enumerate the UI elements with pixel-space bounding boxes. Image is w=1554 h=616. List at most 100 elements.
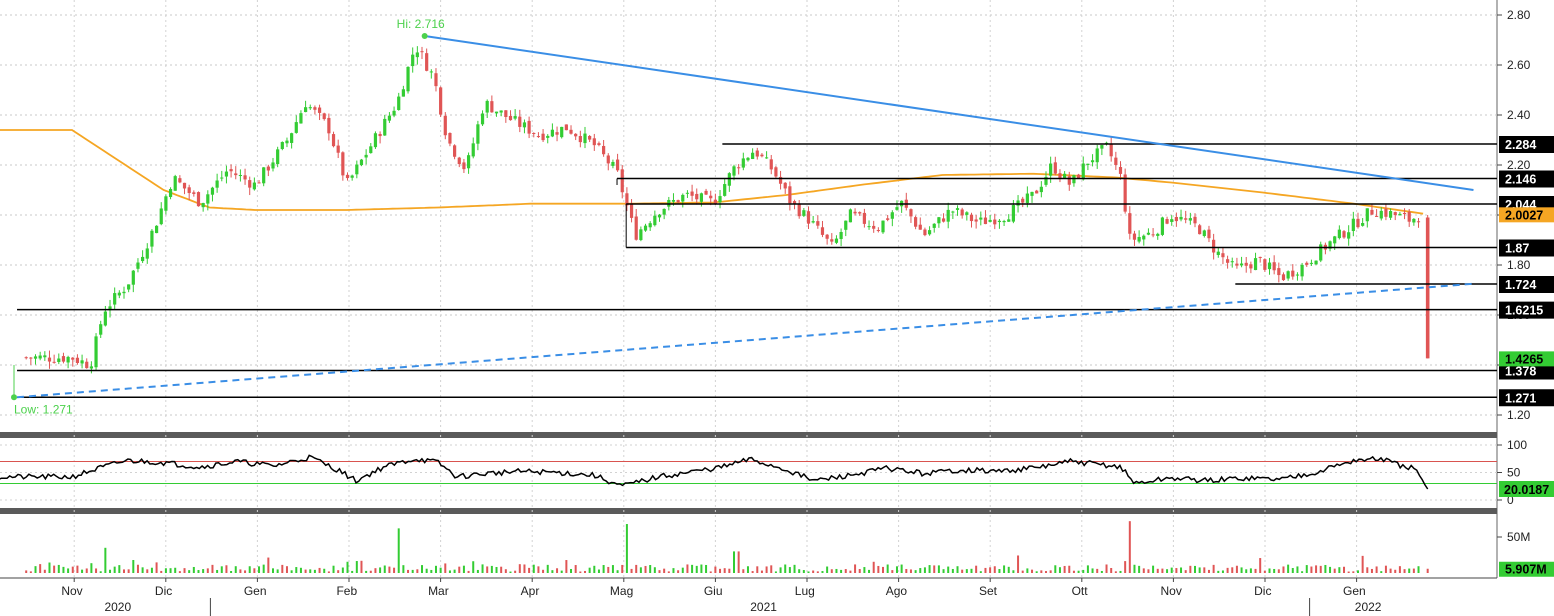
volume-bar-down: [1263, 570, 1266, 573]
candle-down: [634, 216, 638, 240]
volume-bar-up: [560, 570, 563, 573]
level-tag: 2.146: [1499, 170, 1554, 188]
candle-up: [159, 208, 163, 225]
volume-bar-down: [1352, 571, 1355, 573]
volume-bar-up: [802, 570, 805, 573]
candle-down: [1393, 212, 1397, 216]
candle-up: [113, 293, 117, 305]
panel-splitter-volume[interactable]: [0, 508, 1497, 514]
volume-bar-down: [1110, 567, 1113, 573]
volume-bar-down: [1231, 567, 1234, 573]
axis-layer: 2.802.602.402.202.001.801.601.401.202.28…: [0, 8, 1554, 616]
candle-down: [918, 224, 922, 230]
volume-bar-up: [1245, 569, 1248, 573]
volume-bar-down: [1161, 568, 1164, 573]
volume-bar-down: [327, 571, 330, 573]
candle-up: [1100, 145, 1104, 149]
volume-bar-down: [583, 570, 586, 573]
volume-bar-down: [844, 569, 847, 573]
volume-bar-down: [1343, 566, 1346, 573]
candle-up: [369, 146, 373, 154]
volume-bar-up: [1082, 569, 1085, 573]
level-tag: 1.6215: [1499, 301, 1554, 319]
volume-bar-down: [858, 569, 861, 573]
volume-bar-up: [979, 571, 982, 573]
rsi-line: [0, 454, 1429, 490]
candle-up: [741, 158, 745, 168]
volume-bar-down: [1207, 569, 1210, 573]
panel-splitter-rsi[interactable]: [0, 432, 1497, 438]
volume-bar-up: [439, 567, 442, 573]
month-label: Lug: [795, 584, 815, 598]
candle-up: [997, 220, 1002, 223]
candle-down: [797, 204, 801, 217]
volume-bar-down: [607, 566, 610, 573]
candle-down: [178, 178, 182, 183]
candle-up: [224, 171, 229, 177]
volume-bar-down: [458, 566, 461, 573]
candle-down: [1118, 166, 1123, 174]
candle-up: [1309, 262, 1314, 264]
volume-bar-down: [1347, 571, 1350, 573]
volume-bar-up: [192, 566, 195, 573]
volume-bar-down: [25, 570, 28, 573]
candle-up: [1156, 233, 1160, 236]
volume-value-box: [1499, 561, 1554, 577]
level-tag-label: 2.284: [1505, 138, 1536, 152]
candle-up: [681, 194, 685, 202]
candle-down: [1128, 213, 1132, 234]
volume-bar-down: [528, 567, 531, 573]
volume-bar-up: [299, 567, 302, 573]
low-label: Low: 1.271: [14, 402, 73, 416]
volume-bar-down: [1017, 555, 1020, 573]
month-label: Feb: [336, 584, 357, 598]
candle-up: [1300, 264, 1304, 277]
candle-up: [1081, 163, 1085, 180]
candle-up: [122, 291, 126, 294]
volume-bar-down: [723, 568, 726, 573]
level-tag-box: [1499, 389, 1554, 407]
candle-down: [858, 212, 862, 214]
candle-down: [941, 218, 946, 222]
level-tag: 1.271: [1499, 389, 1554, 407]
candle-down: [1291, 270, 1295, 277]
volume-bar-down: [225, 565, 228, 573]
year-label: 2022: [1355, 600, 1382, 614]
candle-up: [732, 166, 736, 176]
volume-bar-down: [1189, 565, 1192, 573]
rsi-layer: [0, 454, 1497, 490]
candle-down: [1384, 208, 1388, 217]
volume-bar-up: [188, 570, 191, 573]
volume-bar-up: [1133, 564, 1136, 573]
volume-bar-down: [514, 570, 517, 573]
candle-down: [1263, 259, 1267, 270]
candle-down: [453, 145, 457, 157]
volume-bar-down: [872, 561, 875, 573]
candle-down: [1114, 157, 1118, 166]
volume-bar-up: [220, 566, 223, 573]
volume-bar-up: [104, 547, 107, 573]
candle-down: [853, 211, 857, 214]
trendline-resistance: [424, 35, 1474, 191]
volume-bar-up: [1091, 568, 1094, 573]
candle-down: [820, 227, 825, 235]
candle-down: [862, 212, 866, 224]
volume-bar-up: [695, 565, 698, 573]
candle-up: [648, 223, 652, 228]
candle-up: [150, 230, 154, 247]
candle-down: [336, 145, 340, 153]
level-tag-label: 1.87: [1505, 242, 1529, 256]
candle-down: [1151, 234, 1155, 236]
volume-bar-down: [1398, 566, 1401, 573]
candle-down: [783, 182, 787, 189]
volume-bar-down: [444, 563, 447, 573]
candle-up: [1039, 186, 1043, 193]
volume-bar-up: [365, 570, 368, 573]
volume-bar-up: [900, 564, 903, 573]
volume-bar-down: [1235, 565, 1238, 573]
candle-down: [1165, 219, 1169, 224]
volume-bar-up: [202, 569, 205, 573]
candle-up: [1011, 205, 1015, 222]
candle-up: [723, 184, 727, 196]
volume-bar-up: [109, 569, 112, 573]
